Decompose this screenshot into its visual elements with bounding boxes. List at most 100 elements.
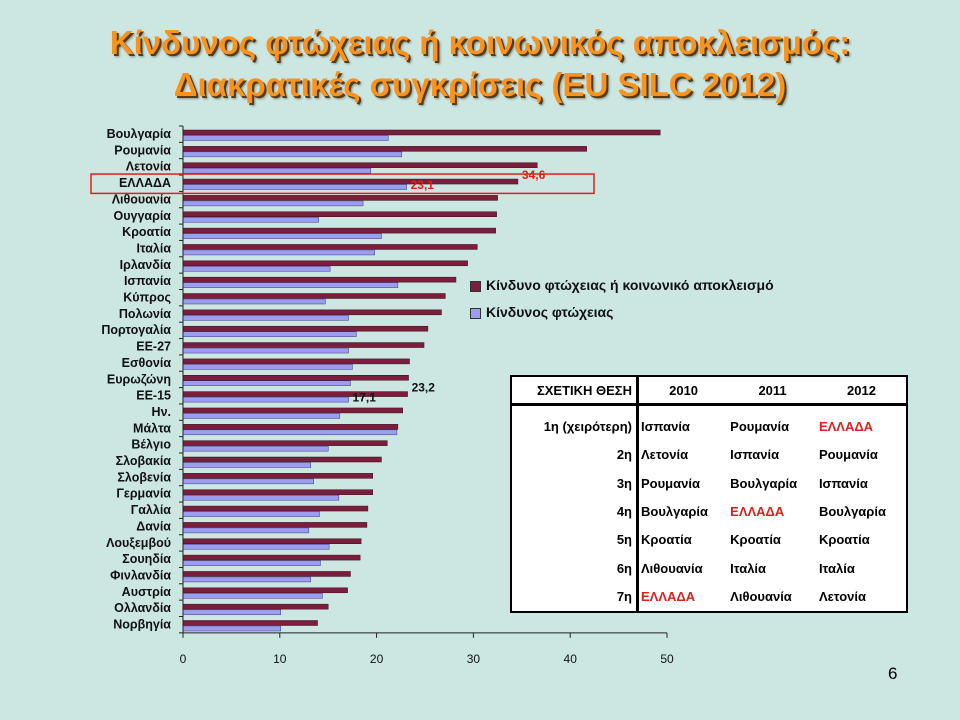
bar-poverty — [182, 347, 349, 354]
header-2010: 2010 — [637, 376, 729, 406]
ranking-position: 7η — [511, 582, 639, 612]
ranking-row: 7η ΕΛΛΑΔΑ Λιθουανία Λετονία — [511, 582, 907, 612]
ranking-position: 2η — [511, 440, 639, 469]
bar-poverty — [182, 200, 364, 207]
legend-item-poverty: Κίνδυνος φτώχειας — [470, 303, 774, 322]
bar-poverty — [182, 282, 399, 288]
bar-poverty — [182, 445, 329, 452]
category-label: Ην. — [152, 405, 171, 419]
bar-poverty — [182, 462, 312, 468]
ranking-position: 1η (χειρότερη) — [511, 404, 639, 441]
ranking-row: 1η (χειρότερη) Ισπανία Ρουμανία ΕΛΛΑΔΑ — [511, 404, 907, 441]
bar-poverty — [182, 135, 389, 141]
bar-arope — [182, 162, 538, 168]
ranking-country: Ιταλία — [730, 560, 767, 576]
bar-poverty — [182, 266, 331, 272]
bar-poverty — [182, 396, 349, 403]
ranking-country: ΕΛΛΑΔΑ — [641, 589, 696, 605]
ranking-country: Βουλγαρία — [730, 475, 798, 491]
bar-poverty — [182, 167, 372, 174]
bar-arope — [182, 407, 403, 414]
ranking-country: Βουλγαρία — [641, 504, 708, 520]
ranking-position: 5η — [511, 525, 639, 555]
slide-title: Κίνδυνος φτώχειας ή κοινωνικός αποκλεισμ… — [0, 22, 960, 106]
category-label: Δανία — [136, 519, 171, 533]
bar-poverty — [182, 527, 310, 534]
bar-arope — [182, 178, 519, 185]
bar-arope — [182, 211, 497, 217]
x-tick-label: 0 — [180, 652, 187, 666]
category-label: Ιρλανδία — [120, 258, 172, 272]
category-label: Μάλτα — [133, 421, 171, 435]
bar-poverty — [182, 413, 341, 419]
bar-arope — [182, 473, 373, 479]
bar-poverty — [182, 494, 340, 501]
ranking-row: 3η Ρουμανία Βουλγαρία Ισπανία — [511, 468, 907, 498]
category-label: Γαλλία — [131, 503, 172, 517]
title-line-2: Διακρατικές συγκρίσεις (EU SILC 2012) — [173, 66, 787, 103]
category-label: Κροατία — [122, 225, 171, 239]
category-label: Νορβηγία — [113, 618, 171, 632]
ranking-country: ΕΛΛΑΔΑ — [818, 418, 874, 434]
bar-arope — [182, 244, 478, 250]
category-label: Σουηδία — [122, 552, 171, 566]
ranking-position: 6η — [511, 554, 639, 583]
page-number: 6 — [888, 664, 898, 683]
bar-poverty — [182, 544, 330, 550]
data-label: 23,2 — [412, 381, 436, 395]
category-label: Αυστρία — [122, 585, 172, 599]
chart-legend: Κίνδυνο φτώχειας ή κοινωνικό αποκλεισμό … — [470, 276, 774, 330]
bar-arope — [182, 522, 368, 528]
ranking-row: 6η Λιθουανία Ιταλία Ιταλία — [511, 554, 907, 583]
bar-poverty — [182, 429, 398, 436]
bar-arope — [182, 587, 348, 594]
ranking-country: Λετονία — [641, 447, 689, 463]
ranking-country: Λιθουανία — [641, 560, 703, 576]
bar-arope — [182, 424, 399, 430]
ranking-row: 4η Βουλγαρία ΕΛΛΑΔΑ Βουλγαρία — [511, 497, 907, 526]
ranking-country: Βουλγαρία — [818, 504, 886, 520]
header-position: ΣΧΕΤΙΚΗ ΘΕΣΗ — [511, 376, 639, 406]
bar-arope — [182, 456, 382, 463]
x-tick-label: 10 — [273, 652, 287, 666]
category-label: Φινλανδία — [110, 568, 171, 582]
bar-arope — [182, 129, 661, 136]
bar-poverty — [182, 315, 349, 321]
bar-poverty — [182, 560, 321, 566]
ranking-country: Κροατία — [641, 532, 692, 548]
category-label: Ρουμανία — [114, 143, 171, 157]
bar-arope — [182, 309, 442, 316]
ranking-country: Ισπανία — [641, 418, 690, 434]
bar-arope — [182, 554, 361, 561]
x-tick-label: 20 — [370, 652, 384, 666]
legend-swatch-poverty — [470, 308, 481, 319]
category-label: Κύπρος — [123, 291, 171, 305]
bar-poverty — [182, 184, 407, 190]
ranking-table-header: ΣΧΕΤΙΚΗ ΘΕΣΗ 2010 2011 2012 — [511, 376, 907, 406]
bar-arope — [182, 538, 362, 544]
category-label: Ισπανία — [124, 274, 171, 288]
header-2011: 2011 — [728, 376, 817, 406]
category-label: Βουλγαρία — [107, 127, 172, 141]
bar-arope — [182, 227, 496, 234]
bar-arope — [182, 276, 457, 283]
category-label: ΕΛΛΑΔΑ — [119, 176, 171, 190]
bar-arope — [182, 342, 425, 348]
category-label: Ουγγαρία — [114, 209, 172, 223]
legend-label-arope: Κίνδυνο φτώχειας ή κοινωνικό αποκλεισμό — [486, 277, 774, 293]
category-label: Σλοβακία — [116, 454, 172, 468]
category-label: ΕΕ-27 — [136, 340, 171, 354]
x-tick-label: 50 — [660, 652, 674, 666]
category-label: Πορτογαλία — [101, 323, 171, 337]
category-label: Γερμανία — [116, 487, 171, 501]
title-line-1: Κίνδυνος φτώχειας ή κοινωνικός αποκλεισμ… — [109, 24, 851, 61]
bar-arope — [182, 603, 329, 610]
data-label: 23,1 — [411, 178, 435, 192]
x-tick-label: 40 — [564, 652, 578, 666]
ranking-country: ΕΛΛΑΔΑ — [730, 504, 785, 520]
ranking-row: 2η Λετονία Ισπανία Ρουμανία — [511, 440, 907, 469]
highlight-box-greece — [90, 173, 595, 195]
bar-arope — [182, 325, 429, 332]
ranking-country: Ισπανία — [818, 475, 868, 491]
